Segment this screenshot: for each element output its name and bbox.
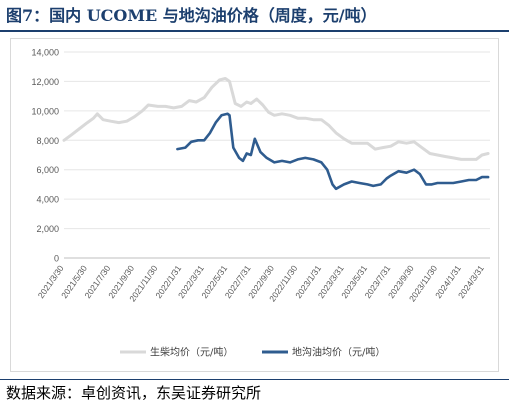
y-tick-label: 10,000 xyxy=(31,106,59,116)
legend-label: 地沟油均价（元/吨） xyxy=(292,346,385,359)
line-chart: 02,0004,0006,0008,00010,00012,00014,000 … xyxy=(31,48,490,359)
y-tick-label: 14,000 xyxy=(31,48,59,58)
y-tick-label: 6,000 xyxy=(36,165,59,175)
y-tick-label: 0 xyxy=(54,254,59,264)
series-lines xyxy=(62,77,490,191)
series-line-biodiesel xyxy=(62,77,490,161)
series-line-gutter-oil xyxy=(176,112,490,191)
x-axis-ticks: 2021/3/302021/5/302021/7/302021/9/302021… xyxy=(36,257,490,303)
y-tick-label: 8,000 xyxy=(36,136,59,146)
figure-title: 图7：国内 UCOME 与地沟油价格（周度，元/吨） xyxy=(6,6,377,25)
y-tick-label: 2,000 xyxy=(36,224,59,234)
source-divider xyxy=(0,379,509,380)
legend: 生柴均价（元/吨） 地沟油均价（元/吨） xyxy=(120,346,385,359)
title-underline xyxy=(0,30,509,32)
y-tick-label: 12,000 xyxy=(31,77,59,87)
y-axis-ticks: 0 2,000 4,000 6,000 8,000 10,000 12,000 14,000 xyxy=(31,48,59,264)
chart-frame xyxy=(10,38,499,372)
grid-lines xyxy=(64,51,490,259)
y-tick-label: 4,000 xyxy=(36,195,59,205)
legend-label: 生柴均价（元/吨） xyxy=(150,346,233,359)
source-note: 数据来源：卓创资讯，东吴证券研究所 xyxy=(6,384,262,402)
